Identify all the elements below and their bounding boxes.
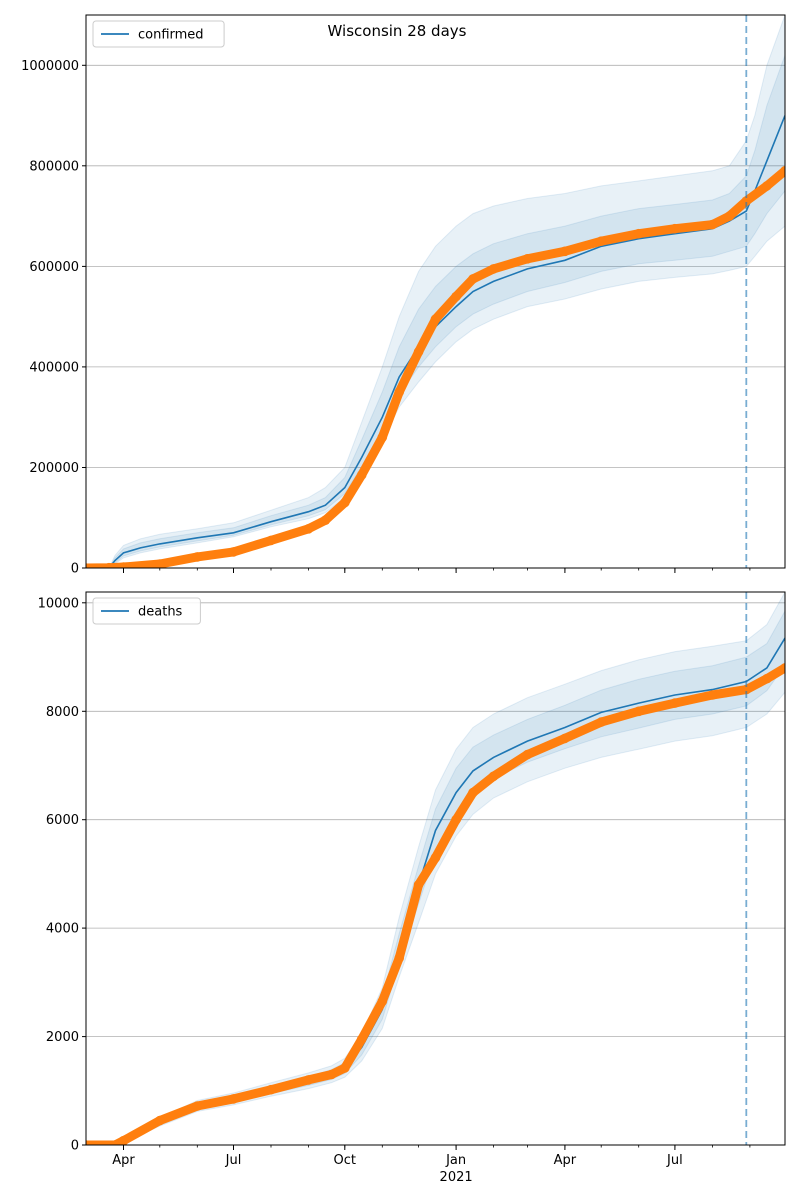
- observed-point: [430, 314, 441, 325]
- x-tick-label: Apr: [112, 1153, 135, 1168]
- uncertainty-band-2: [86, 609, 785, 1145]
- observed-point: [560, 733, 570, 744]
- observed-point: [303, 524, 314, 534]
- y-tick-label: 800000: [29, 159, 79, 174]
- x-tick-year-label: 2021: [440, 1170, 473, 1185]
- observed-point: [356, 1034, 367, 1045]
- observed-point: [762, 673, 772, 684]
- y-tick-label: 600000: [29, 260, 79, 275]
- deaths-panel: 0 2000 4000 6000 8000 10000 Apr Jul Oct Jan 2021 Ap…: [38, 591, 786, 1185]
- x-tick-label: Jul: [666, 1153, 683, 1168]
- observed-point: [266, 1084, 276, 1095]
- uncertainty-band-1: [86, 592, 785, 1145]
- observed-point: [413, 347, 424, 357]
- observed-point: [110, 1140, 120, 1145]
- observed-point: [633, 228, 644, 239]
- y-tick-label: 1000000: [21, 59, 79, 74]
- observed-point: [192, 1101, 203, 1111]
- observed-point: [104, 562, 114, 568]
- observed-point: [522, 253, 533, 264]
- observed-point: [394, 387, 405, 397]
- y-tick-label: 200000: [29, 461, 79, 476]
- x-tick-label: Jan: [445, 1153, 466, 1168]
- observed-point: [228, 547, 239, 557]
- observed-point: [780, 166, 785, 176]
- observed-point: [560, 246, 570, 257]
- observed-point: [670, 698, 680, 708]
- y-tick-label: 6000: [46, 813, 79, 828]
- observed-point: [741, 684, 752, 695]
- observed-point: [155, 1115, 165, 1126]
- axes-frame: [85, 14, 786, 569]
- observed-point: [633, 706, 644, 717]
- y-tick-label: 10000: [38, 596, 79, 611]
- observed-point: [377, 432, 388, 443]
- observed-point: [320, 515, 331, 525]
- observed-point: [118, 1135, 129, 1145]
- legend-box: [92, 20, 225, 48]
- observed-point: [468, 274, 478, 284]
- observed-point: [430, 852, 441, 863]
- observed-point: [303, 1075, 314, 1085]
- y-tick-label: 2000: [46, 1030, 79, 1045]
- observed-point: [86, 1140, 91, 1145]
- confirmed-observed-line: [86, 166, 785, 568]
- confirmed-panel: 0 200000 400000 600000 800000 1000000 confirme…: [21, 14, 786, 577]
- observed-point: [394, 953, 405, 963]
- deaths-plot-area: [86, 592, 785, 1145]
- observed-point: [741, 196, 752, 206]
- observed-point: [596, 236, 606, 246]
- y-tick-label: 4000: [46, 922, 79, 937]
- observed-point: [266, 535, 276, 546]
- observed-point: [451, 291, 461, 302]
- observed-point: [596, 717, 606, 727]
- observed-point: [468, 787, 478, 798]
- observed-point: [340, 497, 350, 508]
- observed-point: [724, 211, 735, 221]
- y-tick-label: 0: [71, 562, 79, 577]
- y-tick-label: 0: [71, 1139, 79, 1154]
- confirmed-plot-area: [86, 15, 785, 568]
- observed-point: [326, 1069, 337, 1080]
- observed-point: [451, 814, 461, 825]
- legend-box: [92, 597, 201, 625]
- figure-title: Wisconsin 28 days: [328, 22, 467, 40]
- observed-point: [780, 663, 785, 673]
- x-tick-label: Jul: [225, 1153, 242, 1168]
- observed-point: [192, 552, 203, 562]
- y-tick-label: 400000: [29, 360, 79, 375]
- observed-point: [707, 690, 718, 700]
- observed-point: [670, 223, 680, 234]
- observed-point: [413, 880, 424, 890]
- deaths-legend[interactable]: deaths: [92, 597, 201, 625]
- observed-point: [707, 219, 718, 230]
- observed-point: [356, 470, 367, 480]
- axes-frame: [85, 591, 786, 1146]
- confirmed-legend[interactable]: confirmed: [92, 20, 225, 48]
- observed-point: [488, 771, 499, 782]
- observed-point: [377, 996, 388, 1007]
- y-tick-label: 8000: [46, 705, 79, 720]
- observed-point: [155, 559, 165, 568]
- observed-point: [86, 563, 91, 568]
- x-tick-label: Oct: [334, 1153, 356, 1168]
- observed-point: [340, 1063, 350, 1073]
- legend-label: deaths: [138, 605, 183, 620]
- observed-point: [228, 1094, 239, 1104]
- uncertainty-band-2: [86, 55, 785, 568]
- observed-point: [762, 181, 772, 191]
- observed-point: [488, 264, 499, 274]
- observed-point: [522, 749, 533, 760]
- legend-label: confirmed: [138, 28, 204, 43]
- observed-point: [118, 562, 129, 568]
- x-tick-label: Apr: [554, 1153, 577, 1168]
- uncertainty-band-1: [86, 15, 785, 568]
